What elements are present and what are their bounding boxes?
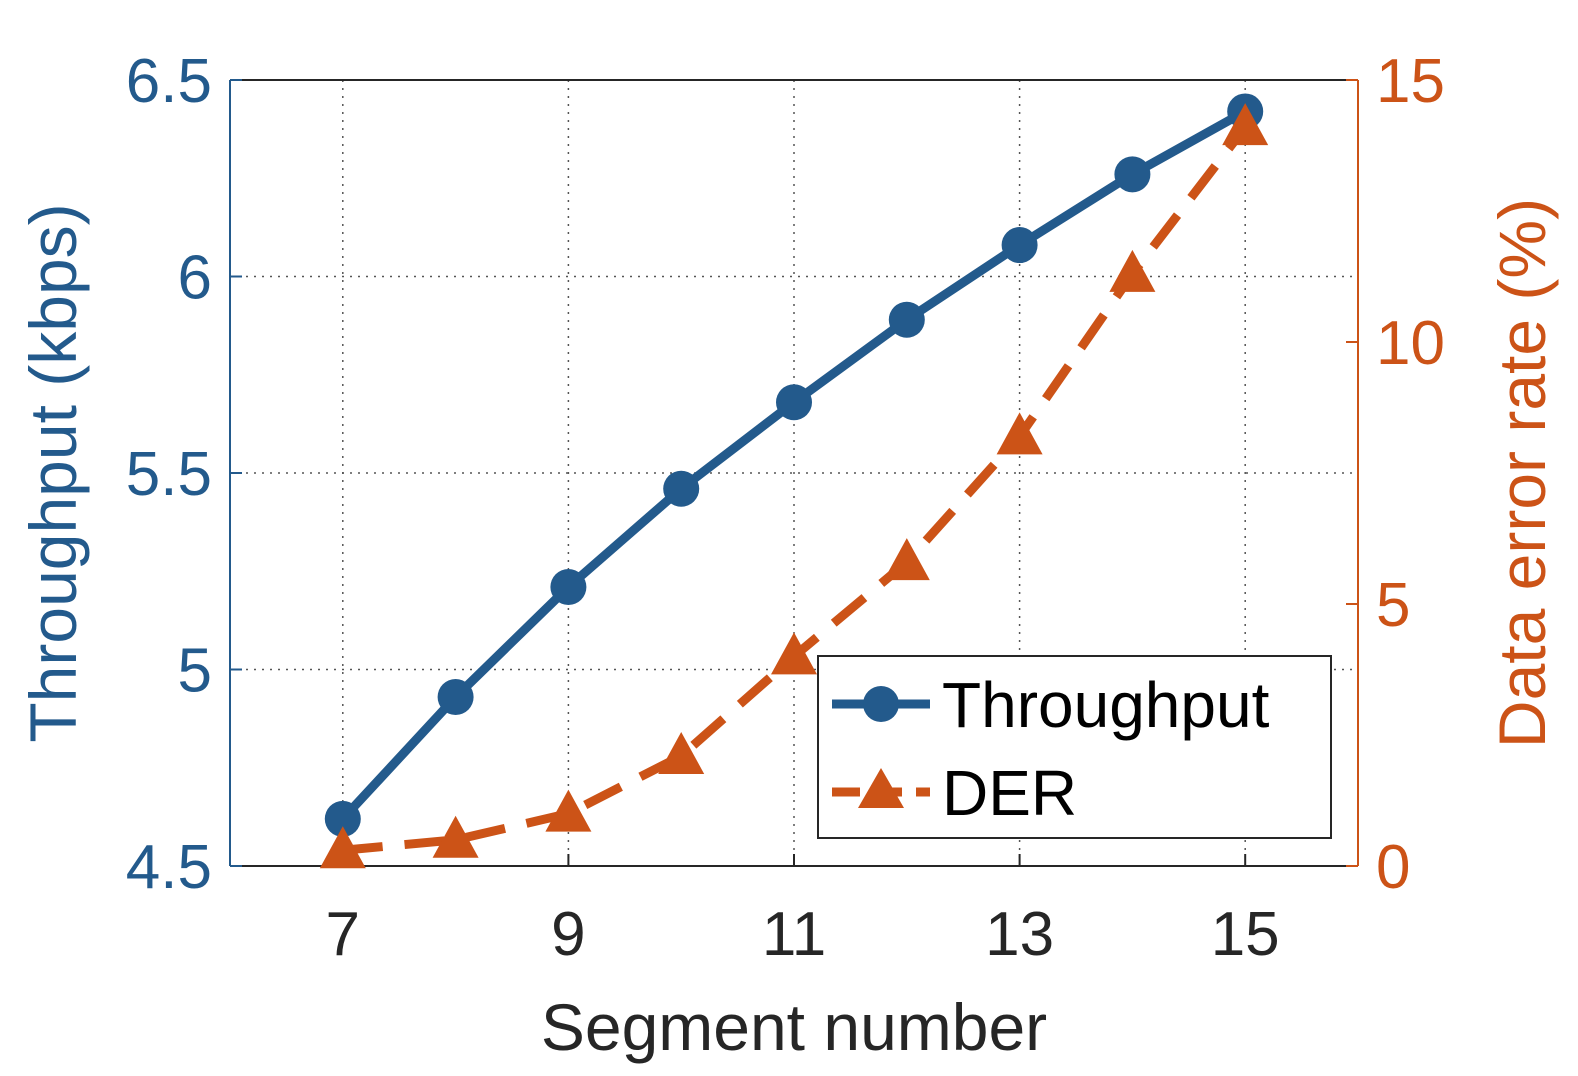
throughput-point bbox=[1001, 227, 1038, 264]
x-tick-label: 9 bbox=[551, 900, 585, 969]
throughput-point bbox=[550, 568, 587, 605]
x-tick-label: 15 bbox=[1211, 900, 1280, 969]
x-tick-label: 13 bbox=[985, 900, 1054, 969]
left-y-tick-label: 4.5 bbox=[126, 833, 212, 902]
legend-der-label: DER bbox=[942, 757, 1077, 829]
throughput-point bbox=[888, 301, 925, 338]
legend-throughput-marker bbox=[863, 686, 899, 722]
throughput-point bbox=[776, 384, 812, 421]
x-tick-label: 11 bbox=[762, 900, 826, 969]
der-point bbox=[1222, 103, 1269, 146]
der-point bbox=[432, 815, 479, 858]
left-y-tick-label: 5 bbox=[178, 637, 212, 706]
left-y-tick-label: 6.5 bbox=[126, 47, 212, 116]
left-y-tick-label: 6 bbox=[178, 244, 212, 313]
der-point bbox=[545, 789, 592, 832]
der-point bbox=[319, 826, 366, 869]
right-y-tick-label: 15 bbox=[1376, 47, 1445, 116]
right-y-axis-label: Data error rate (%) bbox=[1485, 198, 1559, 748]
legend-der-marker bbox=[858, 768, 904, 808]
x-axis-label: Segment number bbox=[541, 990, 1047, 1064]
der-point bbox=[658, 731, 705, 774]
right-y-tick-label: 5 bbox=[1376, 571, 1410, 640]
grid-lines bbox=[230, 80, 1358, 866]
left-y-tick-label: 5.5 bbox=[126, 440, 212, 509]
throughput-point bbox=[663, 470, 700, 507]
series-layer bbox=[319, 93, 1269, 869]
left-y-axis-label: Throughput (kbps) bbox=[16, 203, 90, 742]
throughput-point bbox=[1114, 156, 1151, 193]
throughput-point bbox=[324, 800, 361, 837]
der-point bbox=[883, 538, 930, 581]
legend: Throughput DER bbox=[817, 655, 1332, 839]
der-point bbox=[996, 412, 1043, 455]
right-y-tick-label: 10 bbox=[1376, 309, 1445, 378]
throughput-point bbox=[437, 679, 474, 716]
der-point bbox=[1109, 249, 1156, 292]
right-y-tick-label: 0 bbox=[1376, 833, 1410, 902]
legend-throughput-label: Throughput bbox=[942, 669, 1270, 741]
axis-ticks bbox=[230, 79, 1358, 867]
der-point bbox=[771, 632, 817, 675]
tick-labels: 7 9 11 13 15 4.5 5 5.5 6 6.5 0 5 10 15 bbox=[126, 47, 1445, 969]
x-tick-label: 7 bbox=[326, 900, 360, 969]
